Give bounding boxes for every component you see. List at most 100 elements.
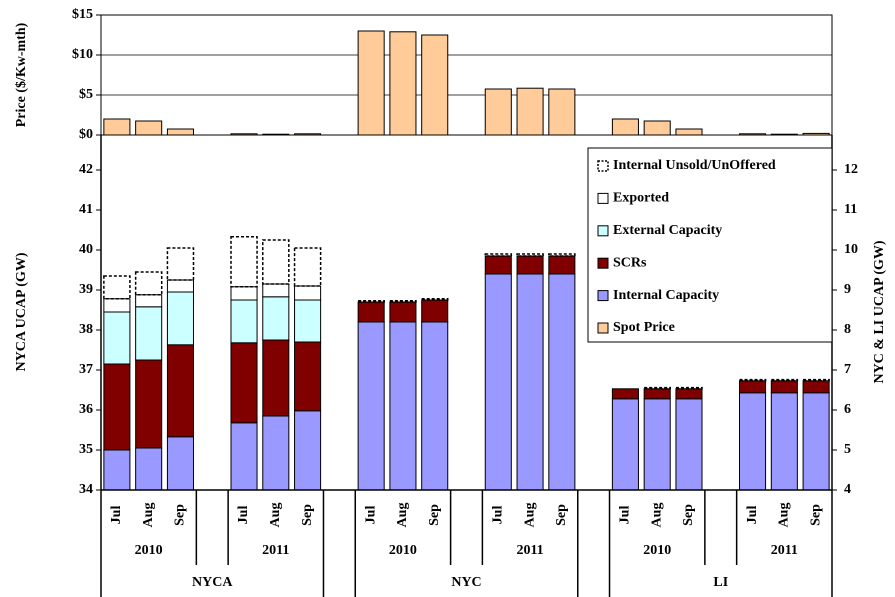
bar-segment <box>357 321 385 491</box>
bar-segment <box>294 341 322 412</box>
price-bar <box>643 120 671 136</box>
price-axis-title: Price ($/Kw-mth) <box>14 22 29 127</box>
bar-segment <box>611 388 639 400</box>
bar-segment <box>643 388 671 400</box>
bar-segment <box>103 298 131 313</box>
region-label: LI <box>713 575 728 590</box>
x-tick-label: Sep <box>808 504 823 526</box>
y-tick-label: $10 <box>72 47 93 62</box>
y-tick-label: 35 <box>79 442 93 457</box>
y2-tick-label: 4 <box>844 482 851 497</box>
bar-segment <box>357 301 385 323</box>
bar-segment <box>293 247 322 287</box>
legend-label: Exported <box>613 191 669 206</box>
bar-segment <box>294 285 322 301</box>
bar-segment <box>294 299 322 343</box>
bar-segment <box>166 344 194 438</box>
bar-segment <box>548 255 576 275</box>
price-bar <box>389 31 417 136</box>
bar-segment <box>230 299 258 344</box>
bar-segment <box>166 291 194 346</box>
x-tick-label: Aug <box>522 503 537 528</box>
price-bar <box>675 128 703 136</box>
y-tick-label: 40 <box>79 242 93 257</box>
bar-segment <box>420 298 449 301</box>
x-tick-label: Sep <box>681 504 696 526</box>
legend-box <box>587 147 833 343</box>
x-tick-label: Sep <box>427 504 442 526</box>
year-label: 2011 <box>516 543 543 558</box>
bar-segment <box>230 422 258 491</box>
bar-segment <box>166 436 194 491</box>
y-tick-label: 38 <box>79 322 93 337</box>
bar-segment <box>675 388 703 400</box>
bar-segment <box>611 398 639 491</box>
price-bar <box>135 120 163 136</box>
bar-segment <box>262 415 290 491</box>
bar-segment <box>675 386 703 390</box>
x-tick-label: Aug <box>395 503 410 528</box>
year-label: 2010 <box>135 543 163 558</box>
x-tick-label: Jul <box>618 506 633 525</box>
legend-swatch <box>597 257 609 269</box>
y2-tick-label: 6 <box>844 402 851 417</box>
y-tick-label: $0 <box>79 127 93 142</box>
bar-segment <box>262 296 290 341</box>
y-tick-label: 42 <box>79 162 93 177</box>
bar-segment <box>103 311 131 365</box>
x-tick-label: Jul <box>109 506 124 525</box>
bar-segment <box>516 253 544 257</box>
x-tick-label: Aug <box>777 503 792 528</box>
region-label: NYC <box>451 575 481 590</box>
legend-label: Internal Unsold/UnOffered <box>613 158 776 173</box>
legend-swatch <box>597 322 609 334</box>
x-tick-label: Sep <box>300 504 315 526</box>
bar-segment <box>770 392 798 491</box>
year-label: 2011 <box>262 543 289 558</box>
x-tick-label: Sep <box>173 504 188 526</box>
x-tick-label: Jul <box>491 506 506 525</box>
price-bar <box>357 30 385 136</box>
bar-segment <box>739 392 767 491</box>
bar-segment <box>166 279 194 293</box>
x-tick-label: Jul <box>236 506 251 525</box>
x-tick-label: Jul <box>745 506 760 525</box>
y-axis-title: NYCA UCAP (GW) <box>14 252 29 371</box>
y2-tick-label: 9 <box>844 282 851 297</box>
y2-axis-title: NYC & LI UCAP (GW) <box>872 240 887 383</box>
region-label: NYCA <box>192 575 233 590</box>
year-label: 2011 <box>771 543 798 558</box>
y2-tick-label: 8 <box>844 322 851 337</box>
bar-segment <box>135 294 163 308</box>
bar-segment <box>484 273 512 491</box>
legend-label: External Capacity <box>613 223 722 238</box>
bar-segment <box>135 306 163 361</box>
bar-segment <box>262 283 290 298</box>
bar-segment <box>389 321 417 491</box>
bar-segment <box>738 378 767 382</box>
legend-label: Internal Capacity <box>613 288 719 303</box>
bar-segment <box>516 255 544 275</box>
legend-label: SCRs <box>613 255 647 270</box>
year-label: 2010 <box>389 543 417 558</box>
bar-segment <box>166 247 195 281</box>
bar-segment <box>103 363 131 451</box>
y2-tick-label: 10 <box>844 242 858 257</box>
legend-label: Spot Price <box>613 320 675 335</box>
y2-tick-label: 7 <box>844 362 851 377</box>
price-bar <box>484 88 512 136</box>
price-bar <box>166 128 194 136</box>
price-bar <box>516 87 544 136</box>
bar-segment <box>421 321 449 491</box>
price-frame <box>100 14 833 136</box>
y-tick-label: 36 <box>79 402 93 417</box>
bar-segment <box>739 380 767 394</box>
bar-segment <box>802 392 830 491</box>
x-tick-label: Jul <box>363 506 378 525</box>
x-tick-label: Aug <box>649 503 664 528</box>
x-tick-label: Sep <box>554 504 569 526</box>
bar-segment <box>262 339 290 417</box>
bar-segment <box>770 380 798 394</box>
y2-tick-label: 11 <box>844 202 857 217</box>
